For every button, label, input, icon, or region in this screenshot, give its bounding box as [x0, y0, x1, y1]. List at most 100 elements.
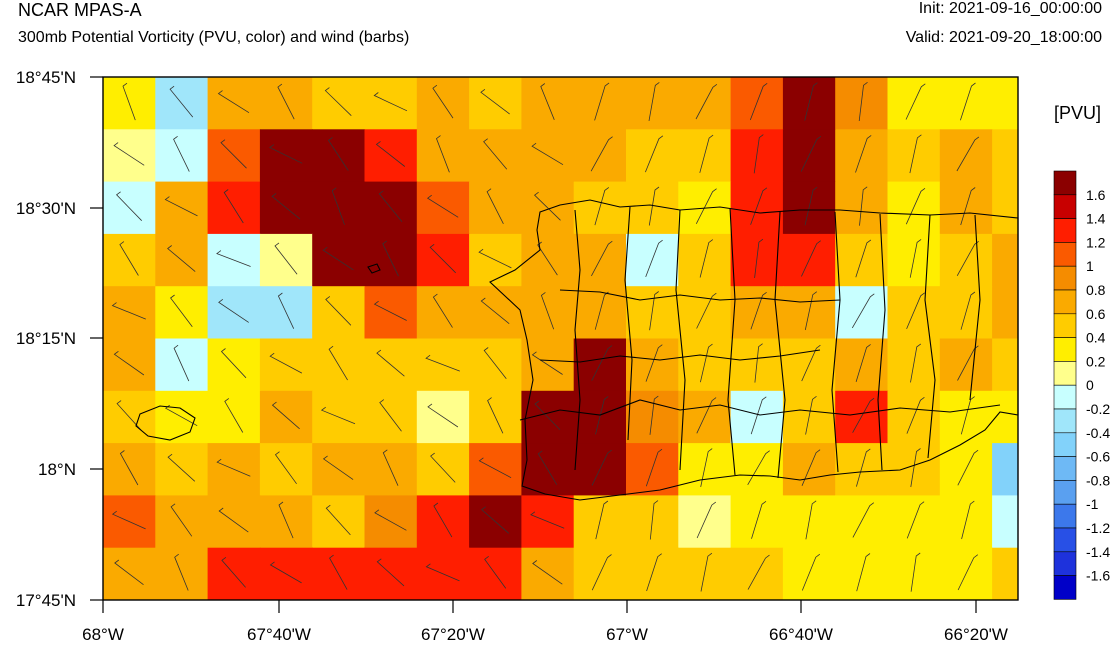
wind-barb	[649, 500, 659, 540]
wind-barb	[274, 242, 298, 275]
wind-barb	[483, 347, 507, 380]
wind-barb	[325, 504, 351, 536]
wind-barb	[540, 292, 555, 330]
pv-cell	[939, 129, 993, 183]
wind-barb	[322, 455, 354, 480]
wind-barb	[114, 559, 144, 586]
colorbar-swatch	[1053, 170, 1077, 196]
pv-cell	[992, 547, 1018, 600]
wind-barb	[645, 448, 663, 487]
colorbar-swatch	[1053, 527, 1077, 553]
wind-barb	[487, 397, 504, 434]
axis-ticks	[90, 76, 977, 613]
wind-barb	[331, 187, 345, 225]
lon-label: 66°20'W	[944, 625, 1008, 644]
wind-barb	[859, 186, 868, 226]
wind-barb	[278, 501, 294, 539]
pv-cell	[992, 129, 1018, 183]
pv-cell	[730, 443, 784, 496]
colorbar-labels: 1.6 1.4 1.2 1 0.8 0.6 0.4 0.2 0 -0.2 -0.4 -0.6 -0.8 -…	[1086, 187, 1110, 584]
colorbar-swatch	[1053, 456, 1077, 481]
wind-barb	[754, 238, 764, 278]
wind-barb	[591, 345, 613, 381]
wind-barb	[376, 558, 405, 587]
colorbar-label: 0	[1086, 377, 1094, 393]
lon-label: 67°20'W	[421, 625, 485, 644]
colorbar-swatch	[1053, 575, 1077, 600]
wind-barb	[700, 343, 713, 383]
wind-barb	[906, 292, 925, 330]
pv-cell	[573, 338, 627, 392]
pv-cell	[573, 129, 627, 183]
colorbar-label: 1.4	[1086, 211, 1106, 227]
wind-barb	[375, 141, 406, 167]
wind-barb	[804, 82, 818, 121]
wind-barb	[960, 291, 976, 330]
wind-barb	[957, 554, 979, 591]
wind-barb	[119, 450, 139, 486]
wind-barb	[115, 191, 142, 221]
wind-barb	[540, 83, 555, 120]
colorbar-swatch	[1053, 313, 1077, 338]
pv-cell	[835, 495, 889, 549]
colorbar-label: -0.8	[1086, 472, 1110, 488]
pv-cell	[939, 443, 993, 496]
longitude-labels: 68°W 67°40'W 67°20'W 67°W 66°40'W 66°20'W	[82, 625, 1008, 644]
wind-barb	[852, 397, 875, 433]
wind-barb	[530, 511, 565, 529]
wind-barb	[856, 448, 871, 487]
wind-barb	[223, 189, 244, 224]
wind-barb	[116, 400, 142, 431]
wind-barb	[217, 90, 250, 114]
coastline	[135, 199, 1019, 501]
wind-barb	[433, 502, 453, 538]
wind-barb	[169, 85, 194, 118]
wind-barb	[648, 82, 660, 121]
wind-barb	[801, 344, 821, 382]
wind-barb	[224, 398, 244, 433]
wind-barb	[801, 449, 821, 486]
wind-barb	[531, 351, 563, 375]
wind-barb	[167, 245, 196, 272]
wind-barb	[747, 554, 770, 590]
colorbar-label: -1.2	[1086, 520, 1110, 536]
wind-barb	[327, 137, 349, 171]
wind-barb	[531, 142, 564, 166]
wind-barb	[271, 193, 301, 220]
wind-barb	[271, 401, 300, 430]
wind-barb	[960, 82, 976, 121]
init-time: Init: 2021-09-16_00:00:00	[918, 0, 1102, 17]
puerto-rico-coastline	[489, 199, 1019, 501]
map-subtitle: 300mb Potential Vorticity (PVU, color) a…	[18, 29, 410, 46]
wind-barb	[747, 450, 770, 486]
colorbar-swatch	[1053, 480, 1077, 505]
wind-barb	[269, 561, 302, 584]
lon-label: 68°W	[82, 625, 124, 644]
wind-barb	[649, 291, 659, 331]
wind-barb	[532, 560, 563, 585]
colorbar-label: 0.8	[1086, 282, 1106, 298]
wind-barb	[111, 302, 146, 320]
colorbar-label: 1.6	[1086, 187, 1106, 203]
wind-barb	[801, 553, 821, 591]
wind-barb	[277, 292, 295, 329]
wind-barb	[805, 500, 817, 540]
wind-barb	[957, 449, 979, 486]
colorbar-label: -1.6	[1086, 568, 1110, 584]
wind-barb	[909, 239, 922, 278]
wind-barb	[696, 292, 717, 329]
pv-cell	[678, 77, 732, 130]
wind-barb	[216, 250, 251, 267]
wind-barb	[855, 239, 872, 278]
pv-cell	[992, 181, 1018, 235]
wind-barb	[646, 553, 662, 592]
wind-barb	[645, 344, 663, 382]
wind-barb	[122, 82, 136, 121]
pv-cell	[678, 286, 732, 340]
latitude-labels: 18°45'N 18°30'N 18°15'N 18°N 17°45'N	[16, 68, 76, 610]
wind-barb	[645, 135, 664, 173]
wind-barb	[221, 556, 246, 588]
lon-label: 67°40'W	[247, 625, 311, 644]
wind-barb	[855, 135, 872, 173]
